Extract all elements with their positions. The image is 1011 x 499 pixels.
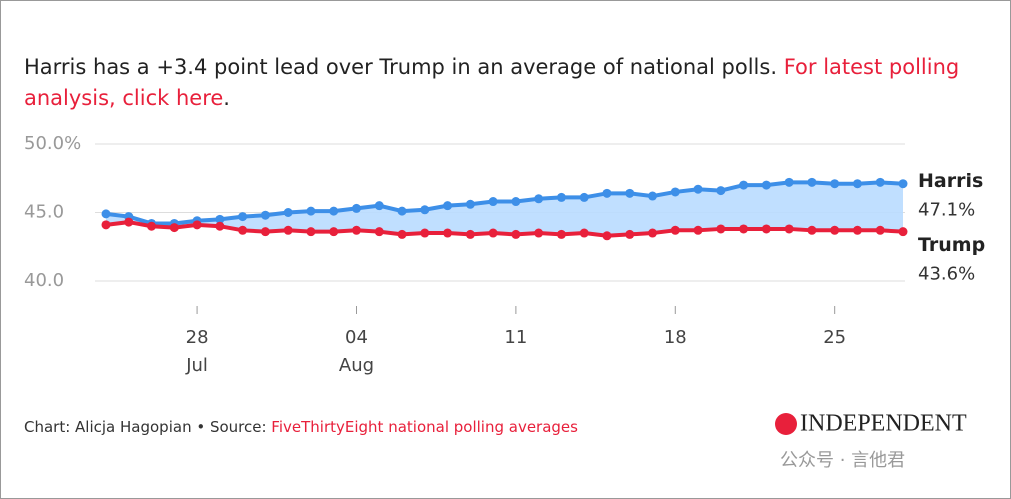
point bbox=[693, 184, 703, 194]
point bbox=[852, 225, 862, 235]
point bbox=[465, 199, 475, 209]
x-tick-label: 25 bbox=[823, 327, 846, 348]
point bbox=[260, 210, 270, 220]
point bbox=[625, 229, 635, 239]
point bbox=[397, 229, 407, 239]
x-tick-label: 11 bbox=[504, 327, 527, 348]
lead-area bbox=[106, 182, 903, 236]
point bbox=[465, 229, 475, 239]
point bbox=[192, 220, 202, 230]
point bbox=[807, 177, 817, 187]
point bbox=[784, 177, 794, 187]
point bbox=[579, 192, 589, 202]
point bbox=[351, 225, 361, 235]
point bbox=[306, 206, 316, 216]
point bbox=[215, 221, 225, 231]
point bbox=[830, 179, 840, 189]
point bbox=[579, 228, 589, 238]
point bbox=[147, 221, 157, 231]
point bbox=[648, 191, 658, 201]
point bbox=[602, 188, 612, 198]
title-end: . bbox=[223, 86, 230, 110]
point bbox=[784, 224, 794, 234]
point bbox=[898, 179, 908, 189]
point bbox=[488, 228, 498, 238]
point bbox=[693, 225, 703, 235]
point bbox=[329, 206, 339, 216]
y-tick-label: 40.0 bbox=[24, 270, 64, 291]
source-link[interactable]: FiveThirtyEight national polling average… bbox=[271, 418, 578, 436]
point bbox=[420, 205, 430, 215]
title-line2: analysis, click here. bbox=[24, 86, 230, 110]
point bbox=[739, 180, 749, 190]
logo-icon bbox=[775, 413, 797, 435]
point bbox=[488, 197, 498, 207]
point bbox=[556, 192, 566, 202]
point bbox=[511, 197, 521, 207]
footer: Chart: Alicja Hagopian • Source: FiveThi… bbox=[24, 418, 578, 436]
point bbox=[534, 194, 544, 204]
point bbox=[761, 224, 771, 234]
point bbox=[648, 228, 658, 238]
y-tick-label: 45.0 bbox=[24, 202, 64, 223]
point bbox=[124, 217, 134, 227]
point bbox=[397, 206, 407, 216]
credit: Chart: Alicja Hagopian • Source: bbox=[24, 418, 271, 436]
end-value-label: 47.1% bbox=[918, 200, 975, 221]
point bbox=[716, 224, 726, 234]
point bbox=[238, 212, 248, 222]
point bbox=[739, 224, 749, 234]
point bbox=[852, 179, 862, 189]
x-tick-label: 28 bbox=[186, 327, 209, 348]
point bbox=[875, 225, 885, 235]
x-tick-label: 04 bbox=[345, 327, 368, 348]
point bbox=[556, 229, 566, 239]
point bbox=[761, 180, 771, 190]
point bbox=[807, 225, 817, 235]
title-text: Harris has a +3.4 point lead over Trump … bbox=[24, 55, 777, 79]
point bbox=[283, 208, 293, 217]
point bbox=[169, 223, 179, 233]
point bbox=[351, 203, 361, 213]
point bbox=[670, 225, 680, 235]
point bbox=[625, 188, 635, 198]
point bbox=[443, 228, 453, 238]
point bbox=[283, 225, 293, 235]
watermark: 公众号 · 言他君 bbox=[780, 450, 905, 471]
point bbox=[716, 186, 726, 196]
point bbox=[830, 225, 840, 235]
logo: INDEPENDENT bbox=[800, 411, 967, 437]
point bbox=[238, 225, 248, 235]
point bbox=[101, 220, 111, 230]
point bbox=[260, 227, 270, 237]
point bbox=[875, 177, 885, 187]
point bbox=[374, 201, 384, 211]
legend-label: Trump bbox=[918, 234, 985, 256]
x-tick-month: Aug bbox=[339, 355, 374, 376]
point bbox=[534, 228, 544, 238]
point bbox=[420, 228, 430, 238]
end-value-label: 43.6% bbox=[918, 264, 975, 285]
point bbox=[443, 201, 453, 211]
point bbox=[329, 227, 339, 237]
y-tick-label: 50.0% bbox=[24, 133, 81, 154]
point bbox=[670, 187, 680, 197]
legend-label: Harris bbox=[918, 170, 983, 192]
point bbox=[215, 214, 225, 224]
point bbox=[101, 209, 111, 219]
point bbox=[602, 231, 612, 241]
title-link[interactable]: For latest polling bbox=[784, 55, 960, 79]
title-link-rest[interactable]: analysis, click here bbox=[24, 86, 223, 110]
x-tick-month: Jul bbox=[185, 355, 208, 376]
point bbox=[306, 227, 316, 237]
x-tick-label: 18 bbox=[664, 327, 687, 348]
point bbox=[374, 227, 384, 237]
point bbox=[898, 227, 908, 237]
chart-title: Harris has a +3.4 point lead over Trump … bbox=[24, 55, 959, 79]
point bbox=[511, 229, 521, 239]
